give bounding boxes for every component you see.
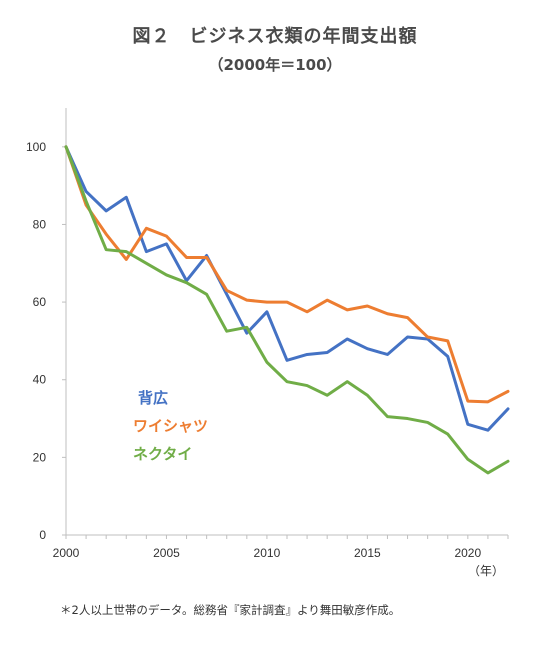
- y-tick-label: 80: [33, 217, 47, 231]
- y-tick-label: 20: [33, 450, 47, 464]
- x-tick-label: 2020: [454, 546, 481, 560]
- x-tick-label: 2000: [53, 546, 80, 560]
- x-unit-label: （年）: [468, 564, 504, 578]
- chart-subtitle: （2000年＝100）: [208, 56, 342, 74]
- y-tick-label: 100: [26, 140, 46, 154]
- y-tick-label: 40: [33, 373, 47, 387]
- source-note: ＊2人以上世帯のデータ。総務省『家計調査』より舞田敏彦作成。: [60, 603, 401, 617]
- series-line-1: [64, 145, 510, 404]
- y-tick-label: 60: [33, 295, 47, 309]
- series-label-1: ワイシャツ: [133, 417, 208, 435]
- x-tick-label: 2005: [153, 546, 180, 560]
- chart-title: 図２ ビジネス衣類の年間支出額: [132, 26, 418, 47]
- x-tick-label: 2015: [354, 546, 381, 560]
- series-label-2: ネクタイ: [133, 445, 192, 463]
- x-tick-label: 2010: [254, 546, 281, 560]
- series-line-0: [64, 145, 510, 432]
- series-label-0: 背広: [138, 389, 168, 407]
- y-tick-label: 0: [39, 528, 46, 542]
